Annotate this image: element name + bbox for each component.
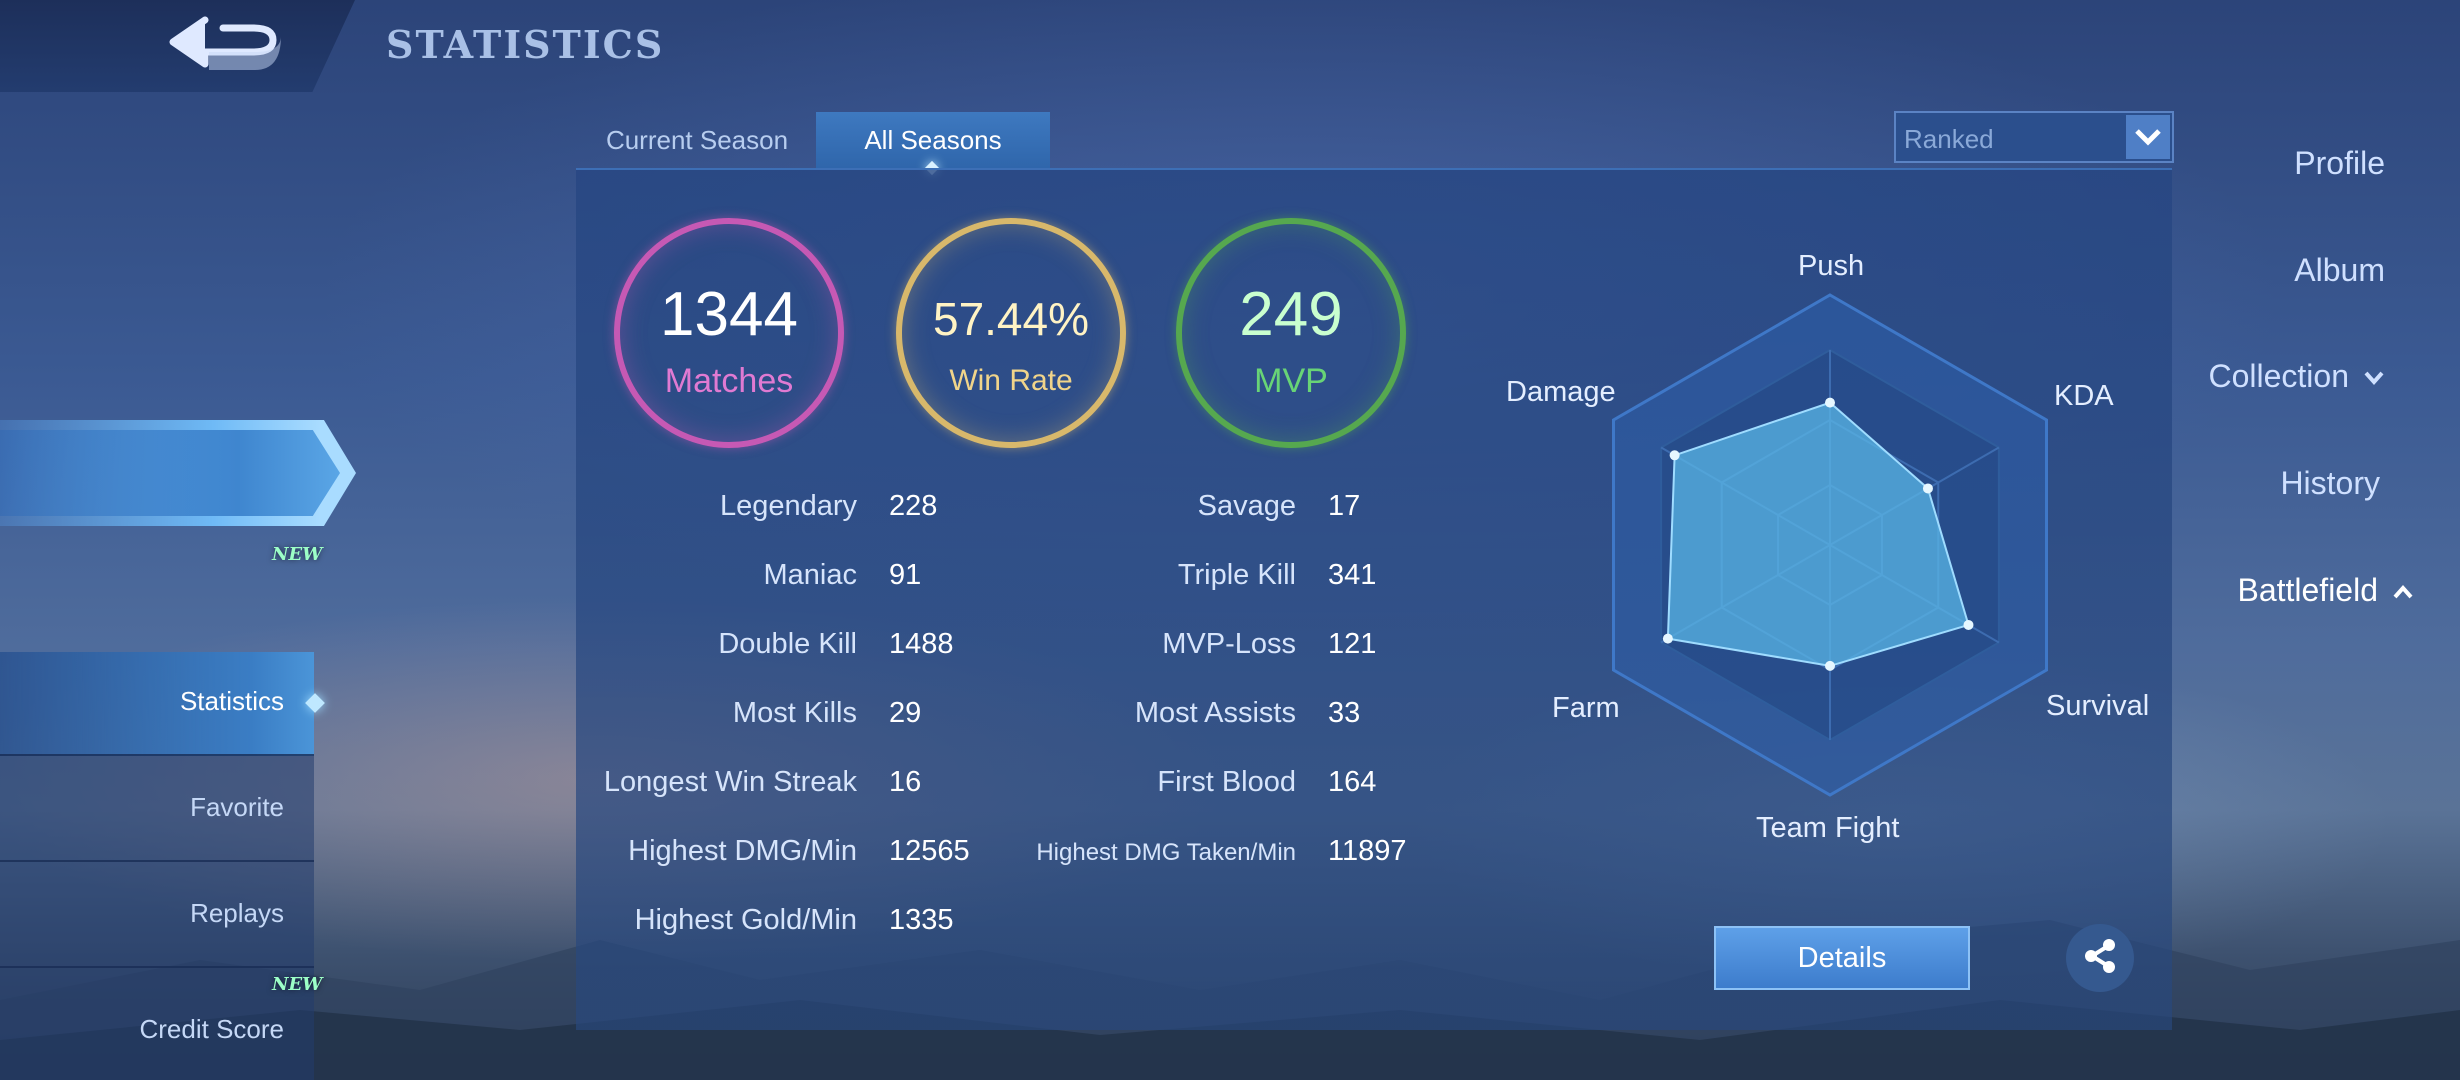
winrate-value: 57.44% xyxy=(932,293,1089,345)
stat-value: 17 xyxy=(1328,490,1361,522)
radar-value-point xyxy=(1662,633,1673,644)
stat-label: MVP-Loss xyxy=(1162,628,1296,660)
radar-value-point xyxy=(1963,619,1974,630)
radar-label-farm: Farm xyxy=(1552,692,1620,724)
matches-label: Matches xyxy=(664,362,794,400)
winrate-circle: 57.44% Win Rate xyxy=(896,218,1126,448)
chevron-up-icon xyxy=(2392,579,2414,607)
stat-value: 1335 xyxy=(889,904,954,936)
radar-chart xyxy=(1611,293,2049,797)
mvp-value: 249 xyxy=(1239,280,1343,349)
matches-circle: 1344 Matches xyxy=(614,218,844,448)
chevron-down-icon xyxy=(2126,115,2170,159)
details-button[interactable]: Details xyxy=(1714,926,1970,990)
stat-value: 16 xyxy=(889,766,922,798)
stat-label: Double Kill xyxy=(718,628,857,660)
stat-label: Triple Kill xyxy=(1177,559,1296,591)
tab-all-seasons[interactable]: All Seasons xyxy=(816,112,1050,176)
stat-label: Savage xyxy=(1197,490,1296,522)
sidebar-item-label: Collection xyxy=(2208,358,2349,394)
stat-value: 164 xyxy=(1328,766,1377,798)
sidebar-subpanel: Statistics Favorite Replays Credit Score… xyxy=(0,652,325,1080)
stat-label: Most Assists xyxy=(1134,697,1296,729)
tab-current-season[interactable]: Current Season xyxy=(605,124,789,155)
radar-value-point xyxy=(1825,397,1835,408)
mode-dropdown[interactable]: Ranked xyxy=(1894,111,2174,163)
radar-value-point xyxy=(1922,483,1933,494)
matches-value: 1344 xyxy=(660,280,798,349)
sidebar-item-label: Battlefield xyxy=(2237,572,2378,608)
sidebar-subitem-label: Replays xyxy=(190,898,284,928)
sidebar-subitem-statistics[interactable]: Statistics xyxy=(0,652,325,756)
stat-value: 228 xyxy=(889,490,938,522)
sidebar-subitem-favorite[interactable]: Favorite xyxy=(0,758,314,862)
page-title: STATISTICS xyxy=(386,22,665,67)
radar-label-push: Push xyxy=(1798,250,1865,282)
radar-label-team-fight: Team Fight xyxy=(1756,812,1900,844)
back-arrow-icon[interactable] xyxy=(165,12,285,78)
stat-value: 121 xyxy=(1328,628,1377,660)
stat-value: 11897 xyxy=(1328,835,1407,867)
stat-value: 91 xyxy=(889,559,922,591)
stat-label: First Blood xyxy=(1157,766,1296,798)
stat-label: Legendary xyxy=(719,490,857,522)
mode-dropdown-value: Ranked xyxy=(1904,124,1994,154)
winrate-label: Win Rate xyxy=(949,364,1073,397)
battlefield-highlight-inner xyxy=(0,430,340,516)
sidebar-item-history[interactable]: History xyxy=(2280,465,2380,501)
new-badge: NEW xyxy=(272,544,323,565)
new-badge: NEW xyxy=(272,974,323,995)
share-button[interactable] xyxy=(2066,924,2134,992)
stat-label: Highest Gold/Min xyxy=(634,904,857,936)
sidebar-item-collection[interactable]: Collection xyxy=(2208,358,2385,395)
sidebar-item-profile[interactable]: Profile xyxy=(2294,145,2385,181)
stat-value: 33 xyxy=(1328,697,1361,729)
stat-label: Most Kills xyxy=(732,697,857,729)
stat-label: Highest DMG Taken/Min xyxy=(1036,839,1296,866)
mvp-circle: 249 MVP xyxy=(1176,218,1406,448)
sidebar-subitem-label: Credit Score xyxy=(139,1014,285,1044)
radar-value-point xyxy=(1825,660,1835,671)
radar-label-survival: Survival xyxy=(2046,690,2150,722)
stat-label: Highest DMG/Min xyxy=(628,835,857,867)
radar-value-point xyxy=(1669,450,1680,461)
share-icon xyxy=(2080,936,2120,981)
stat-value: 341 xyxy=(1328,559,1377,591)
radar-label-damage: Damage xyxy=(1506,376,1616,408)
stat-label: Longest Win Streak xyxy=(603,766,857,798)
stat-label: Maniac xyxy=(763,559,858,591)
chevron-down-icon xyxy=(2363,365,2385,393)
sidebar-subitem-credit-score[interactable]: Credit Score NEW xyxy=(0,970,323,1074)
stat-value: 12565 xyxy=(889,835,970,867)
tab-label: All Seasons xyxy=(864,124,1002,155)
sidebar-item-battlefield[interactable]: Battlefield xyxy=(2237,572,2414,609)
active-indicator xyxy=(305,693,325,713)
radar-label-kda: KDA xyxy=(2054,380,2114,412)
sidebar-subitem-label: Statistics xyxy=(179,686,284,716)
stat-value: 1488 xyxy=(889,628,954,660)
mvp-label: MVP xyxy=(1254,362,1328,400)
sidebar-subitem-label: Favorite xyxy=(190,792,284,822)
stat-value: 29 xyxy=(889,697,922,729)
sidebar-item-album[interactable]: Album xyxy=(2294,252,2385,288)
sidebar-subitem-replays[interactable]: Replays xyxy=(0,864,314,968)
